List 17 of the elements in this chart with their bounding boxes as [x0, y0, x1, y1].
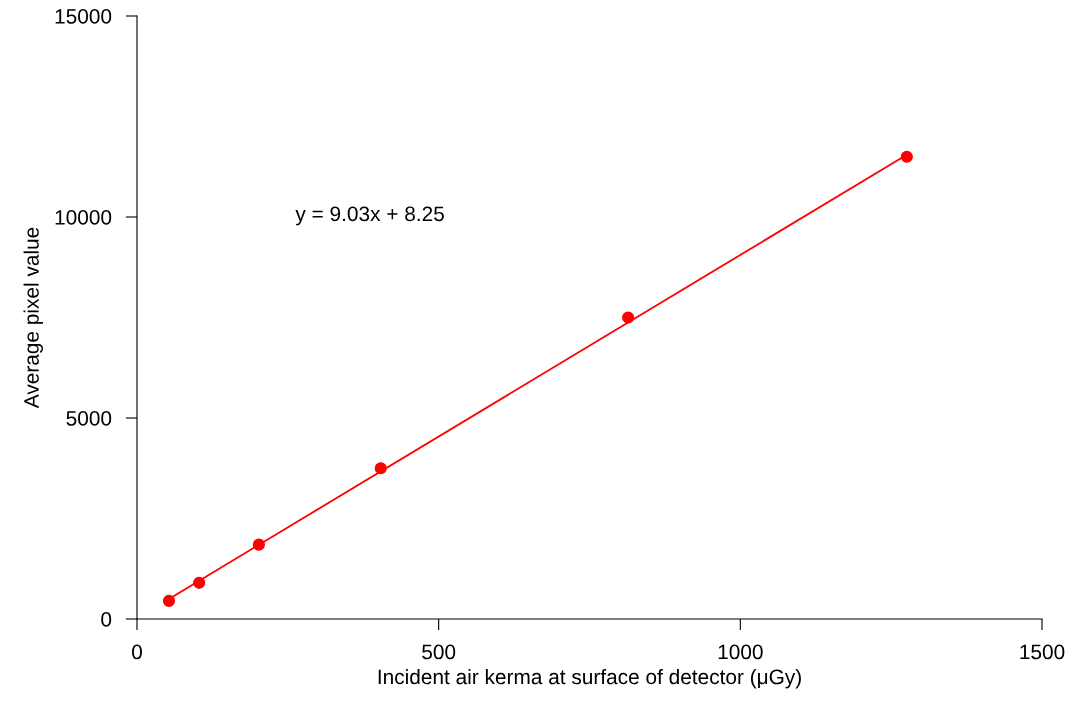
y-axis-title: Average pixel value — [23, 227, 43, 409]
x-tick-label: 1000 — [718, 644, 763, 660]
point — [193, 576, 206, 589]
x-tick-label: 1500 — [1020, 644, 1065, 660]
y-tick-label: 10000 — [55, 210, 112, 225]
x-tick-label: 500 — [422, 644, 456, 660]
annotation: y = 9.03x + 8.25 — [295, 206, 444, 226]
point — [252, 538, 265, 551]
x-tick-label: 0 — [132, 644, 142, 660]
point — [162, 594, 176, 607]
point — [622, 311, 635, 324]
x-axis-title: Incident air kerma at surface of detector (μGy) — [378, 668, 801, 689]
point — [374, 462, 387, 475]
point — [900, 150, 913, 163]
y-tick-label: 5000 — [66, 411, 112, 426]
y-tick-label: 0 — [101, 612, 112, 627]
y-tick-label: 15000 — [55, 9, 112, 24]
